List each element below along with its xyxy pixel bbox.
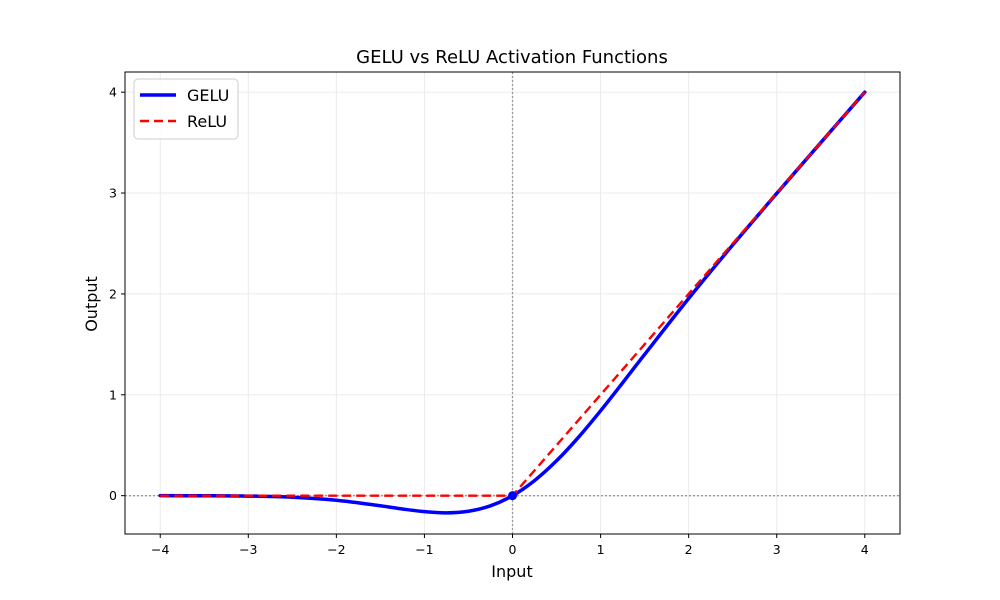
highlight-point	[508, 491, 517, 501]
x-tick-label: 2	[685, 542, 693, 557]
y-tick-label: 0	[109, 488, 117, 503]
x-tick-label: −4	[151, 542, 169, 557]
legend-label-gelu: GELU	[187, 86, 229, 105]
legend-label-relu: ReLU	[187, 112, 227, 131]
ticks: −4 −3 −2 −1 0 1 2 3 4 0 1 2 3 4	[109, 85, 869, 557]
series-line-gelu	[158, 90, 867, 515]
y-tick-label: 3	[109, 186, 117, 201]
x-tick-label: 3	[773, 542, 781, 557]
x-tick-label: −3	[239, 542, 257, 557]
x-tick-label: 4	[861, 542, 869, 557]
legend: GELU ReLU	[133, 78, 239, 140]
x-tick-label: 0	[509, 542, 517, 557]
y-tick-label: 1	[109, 387, 117, 402]
y-axis-label: Output	[82, 276, 101, 332]
x-tick-label: 1	[597, 542, 605, 557]
chart-title: GELU vs ReLU Activation Functions	[356, 47, 668, 68]
series-layer	[158, 90, 867, 515]
y-tick-label: 4	[109, 85, 117, 100]
x-tick-label: −1	[415, 542, 433, 557]
y-tick-label: 2	[109, 286, 117, 301]
x-tick-label: −2	[327, 542, 345, 557]
x-axis-label: Input	[491, 562, 532, 581]
